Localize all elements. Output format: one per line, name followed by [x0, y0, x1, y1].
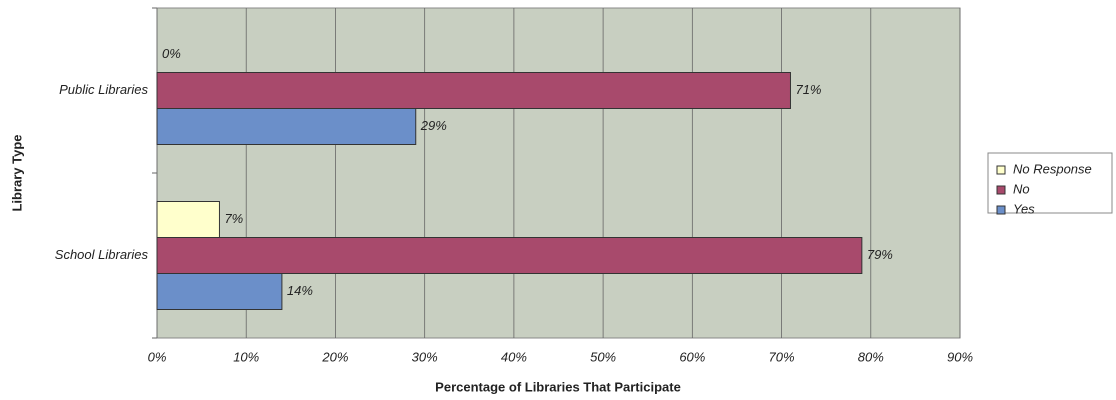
legend-swatch [996, 165, 1006, 175]
data-label: 79% [867, 247, 893, 262]
x-tick-label: 80% [858, 349, 884, 364]
x-tick-label: 60% [679, 349, 705, 364]
legend-label: No [1013, 181, 1030, 196]
legend-swatch [996, 205, 1006, 215]
y-tick-label: Public Libraries [59, 82, 148, 97]
data-label: 29% [420, 118, 447, 133]
x-tick-label: 20% [321, 349, 348, 364]
bar [156, 108, 417, 145]
plot-area [156, 7, 961, 339]
x-tick-label: 0% [148, 349, 167, 364]
data-label: 7% [224, 211, 243, 226]
bar [156, 273, 283, 310]
legend-swatch [996, 185, 1006, 195]
x-tick-label: 50% [590, 349, 616, 364]
data-label: 14% [287, 283, 313, 298]
bar [156, 201, 220, 238]
bar [156, 237, 863, 274]
x-axis-title: Percentage of Libraries That Participate [435, 379, 681, 394]
data-label: 71% [795, 82, 821, 97]
legend [987, 152, 1113, 214]
bar [156, 72, 791, 109]
legend-label: Yes [1013, 201, 1035, 216]
data-label: 0% [162, 46, 181, 61]
x-tick-label: 30% [412, 349, 438, 364]
x-tick-label: 90% [947, 349, 973, 364]
y-tick-label: School Libraries [55, 247, 149, 262]
legend-label: No Response [1013, 161, 1092, 176]
y-axis-title: Library Type [9, 134, 24, 211]
x-tick-label: 10% [233, 349, 259, 364]
x-tick-label: 40% [501, 349, 527, 364]
x-tick-label: 70% [769, 349, 795, 364]
